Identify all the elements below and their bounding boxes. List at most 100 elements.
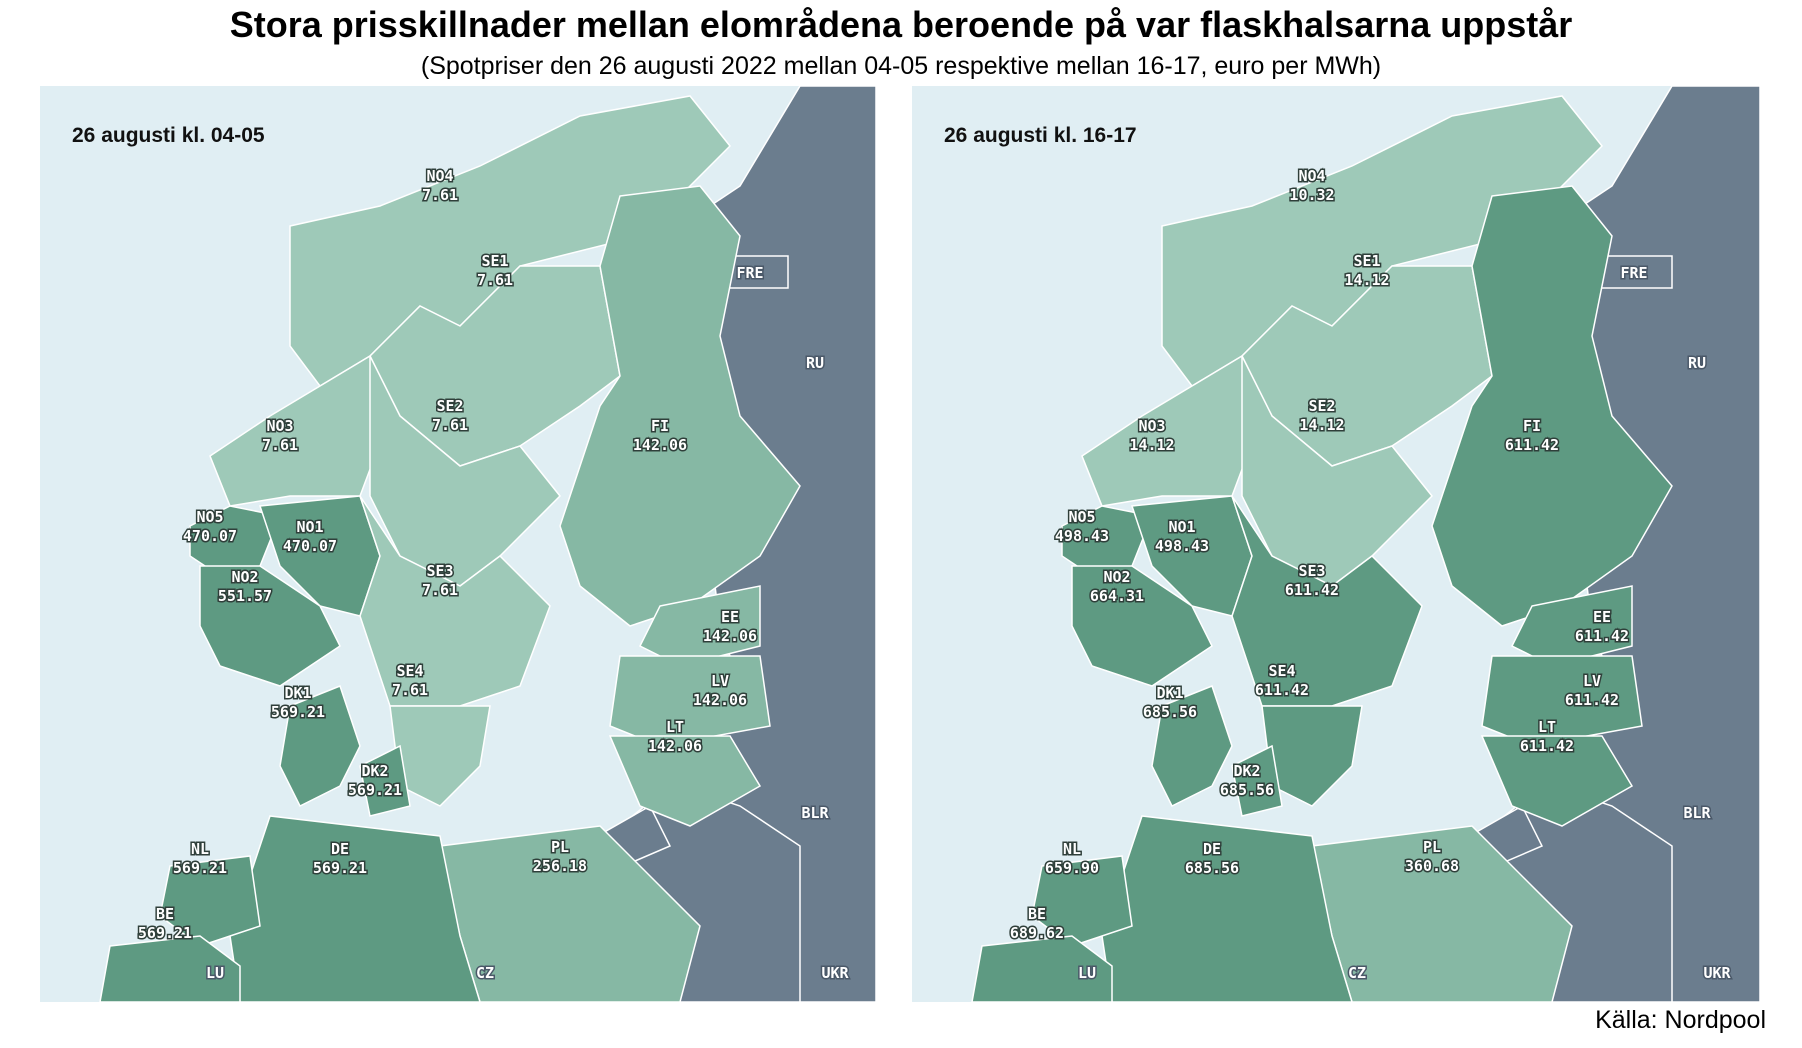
chart-subtitle: (Spotpriser den 26 augusti 2022 mellan 0…	[420, 52, 1382, 80]
value-no1: 470.07	[283, 537, 337, 555]
value-se3-right: 611.42	[1285, 581, 1339, 599]
value-no2: 551.57	[218, 587, 272, 605]
zone-se3-right	[1231, 495, 1423, 707]
zone-lt	[608, 735, 762, 827]
zone-se2-right	[1241, 355, 1434, 587]
value-dk1-right: 685.56	[1143, 703, 1197, 721]
label-lu: LU	[206, 964, 224, 982]
zone-no3-right	[1081, 354, 1263, 507]
value-be-right: 689.62	[1010, 924, 1064, 942]
zone-se2	[369, 355, 562, 587]
zone-dk1	[279, 685, 361, 808]
label-no3-right: NO3	[1138, 417, 1165, 435]
label-se3: SE3	[426, 562, 453, 580]
label-dk1-right: DK1	[1156, 684, 1183, 702]
price-zones-right	[971, 95, 1673, 1002]
value-ee-right: 611.42	[1575, 627, 1629, 645]
label-ee: EE	[721, 608, 739, 626]
label-fre: FRE	[736, 264, 763, 282]
label-no1: NO1	[296, 518, 323, 536]
label-fi-right: FI	[1523, 417, 1541, 435]
panel-title-right: 26 augusti kl. 16-17	[944, 124, 1137, 147]
region-fre-right	[1595, 255, 1673, 289]
label-fi: FI	[651, 417, 669, 435]
label-dk1: DK1	[284, 684, 311, 702]
zone-nl-right	[1031, 855, 1133, 947]
label-no4: NO4	[426, 167, 453, 185]
value-se4-right: 611.42	[1255, 681, 1309, 699]
value-no3-right: 14.12	[1129, 436, 1174, 454]
price-zones-left	[99, 95, 801, 1002]
label-no2: NO2	[231, 568, 258, 586]
value-se1: 7.61	[477, 271, 513, 289]
value-no3: 7.61	[262, 436, 298, 454]
map-svg-right: NO4 10.32 SE1 14.12 NO3 14.12 SE2 14.12 …	[971, 86, 1760, 1002]
label-se1: SE1	[481, 252, 508, 270]
value-fi-right: 611.42	[1505, 436, 1559, 454]
value-de-right: 685.56	[1185, 859, 1239, 877]
zone-de-right	[1101, 815, 1353, 1002]
map-panel-right: NO4 10.32 SE1 14.12 NO3 14.12 SE2 14.12 …	[912, 86, 1760, 1002]
value-no2-right: 664.31	[1090, 587, 1144, 605]
map-labels-right: NO4 10.32 SE1 14.12 NO3 14.12 SE2 14.12 …	[1008, 166, 1733, 984]
label-ee-right: EE	[1593, 608, 1611, 626]
label-se2: SE2	[436, 397, 463, 415]
label-no2-right: NO2	[1103, 568, 1130, 586]
value-se1-right: 14.12	[1344, 271, 1389, 289]
label-dk2: DK2	[361, 762, 388, 780]
label-se2-right: SE2	[1308, 397, 1335, 415]
label-no5: NO5	[196, 508, 223, 526]
value-fi: 142.06	[633, 436, 687, 454]
label-pl: PL	[551, 838, 569, 856]
value-lt: 142.06	[648, 737, 702, 755]
label-lv-right: LV	[1583, 672, 1601, 690]
label-cz: CZ	[476, 964, 494, 982]
label-lu-right: LU	[1078, 964, 1096, 982]
label-be: BE	[156, 905, 174, 923]
label-nl: NL	[191, 840, 209, 858]
label-blr-right: BLR	[1683, 804, 1711, 822]
value-no4-right: 10.32	[1289, 186, 1334, 204]
value-be: 569.21	[138, 924, 192, 942]
value-pl-right: 360.68	[1405, 857, 1459, 875]
zone-no2	[199, 565, 341, 687]
zone-nl	[159, 855, 261, 947]
label-se3-right: SE3	[1298, 562, 1325, 580]
label-nl-right: NL	[1063, 840, 1081, 858]
value-no1-right: 498.43	[1155, 537, 1209, 555]
chart-title: Stora prisskillnader mellan elområdena b…	[229, 4, 1573, 45]
source-note: Källa: Nordpool	[1595, 1006, 1766, 1034]
label-no3: NO3	[266, 417, 293, 435]
panel-title-left: 26 augusti kl. 04-05	[72, 124, 265, 147]
value-no4: 7.61	[422, 186, 458, 204]
label-ru: RU	[806, 354, 824, 372]
label-de-right: DE	[1203, 840, 1221, 858]
label-no1-right: NO1	[1168, 518, 1195, 536]
map-labels-left: NO4 7.61 SE1 7.61 NO3 7.61 SE2 7.61 FI 1…	[136, 166, 851, 984]
label-lt-right: LT	[1538, 718, 1556, 736]
label-lt: LT	[666, 718, 684, 736]
value-de: 569.21	[313, 859, 367, 877]
zone-de	[229, 815, 481, 1002]
value-ee: 142.06	[703, 627, 757, 645]
value-dk1: 569.21	[271, 703, 325, 721]
value-dk2: 569.21	[348, 781, 402, 799]
label-pl-right: PL	[1423, 838, 1441, 856]
value-no5-right: 498.43	[1055, 527, 1109, 545]
value-lv: 142.06	[693, 691, 747, 709]
map-panel-left: NO4 7.61 SE1 7.61 NO3 7.61 SE2 7.61 FI 1…	[40, 86, 876, 1002]
label-se4-right: SE4	[1268, 662, 1295, 680]
label-no4-right: NO4	[1298, 167, 1325, 185]
value-nl-right: 659.90	[1045, 859, 1099, 877]
value-nl: 569.21	[173, 859, 227, 877]
zone-dk2	[359, 744, 411, 817]
label-ukr-right: UKR	[1703, 964, 1731, 982]
label-be-right: BE	[1028, 905, 1046, 923]
label-lv: LV	[711, 672, 729, 690]
zone-be-right	[971, 935, 1113, 1002]
label-ru-right: RU	[1688, 354, 1706, 372]
label-cz-right: CZ	[1348, 964, 1366, 982]
label-fre-right: FRE	[1620, 264, 1647, 282]
value-se4: 7.61	[392, 681, 428, 699]
zone-be	[99, 935, 241, 1002]
